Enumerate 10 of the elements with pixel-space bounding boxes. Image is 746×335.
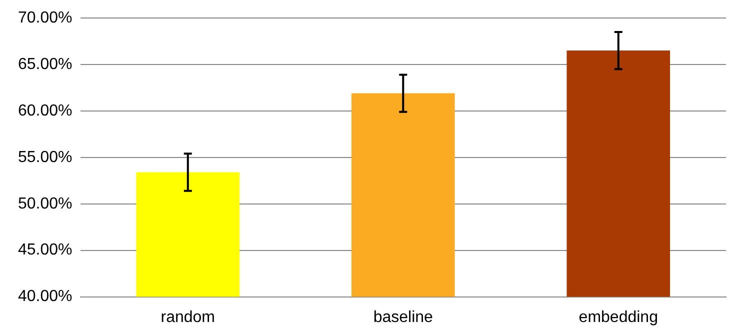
x-tick-label: baseline bbox=[373, 308, 434, 326]
y-tick-label: 55.00% bbox=[18, 148, 72, 166]
y-tick-label: 60.00% bbox=[18, 102, 72, 120]
x-tick-label: embedding bbox=[578, 308, 658, 326]
y-tick-label: 40.00% bbox=[18, 288, 72, 306]
x-tick-label: random bbox=[160, 308, 216, 326]
y-tick-label: 70.00% bbox=[18, 9, 72, 26]
y-tick-label: 50.00% bbox=[18, 195, 72, 212]
y-tick-label: 65.00% bbox=[18, 56, 72, 73]
y-tick-label: 45.00% bbox=[18, 242, 72, 259]
